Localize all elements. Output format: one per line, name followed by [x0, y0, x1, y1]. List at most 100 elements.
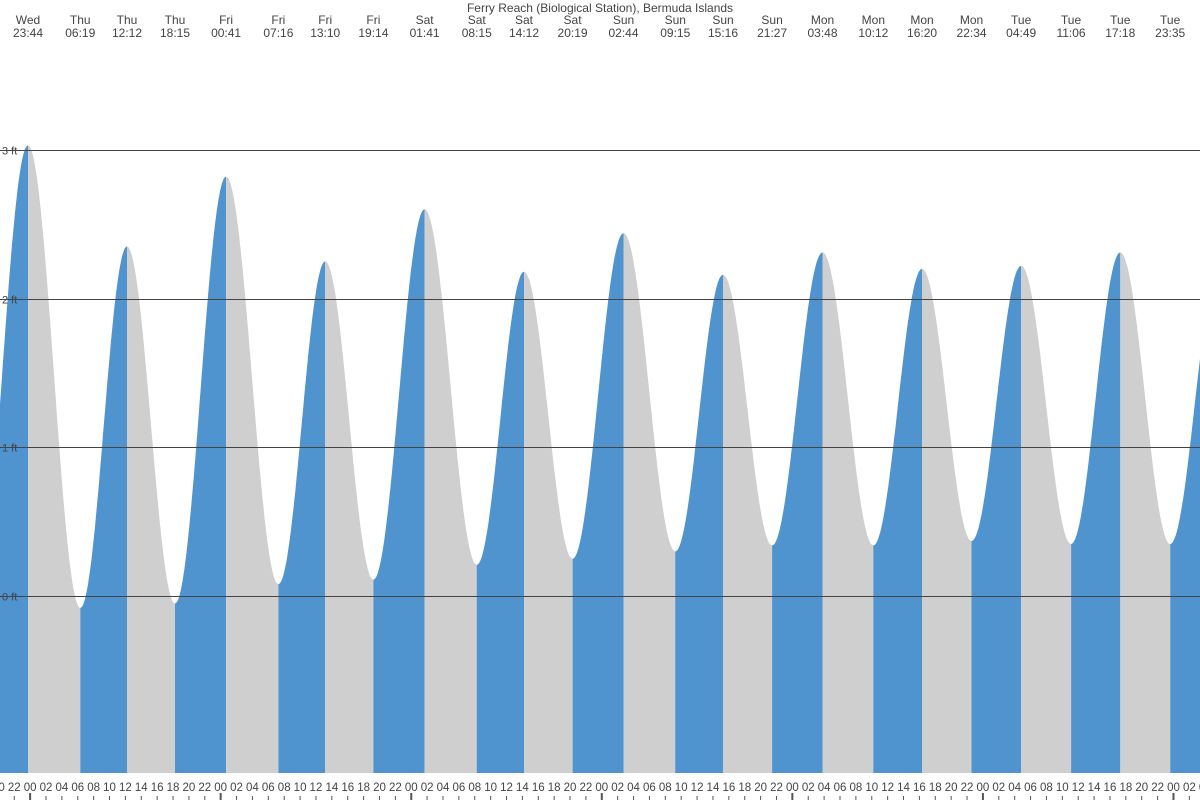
hour-label: 14: [897, 782, 910, 794]
hour-label: 00: [977, 782, 990, 794]
hour-label: 16: [1104, 782, 1117, 794]
hour-label: 02: [611, 782, 624, 794]
hour-label: 04: [246, 782, 259, 794]
rising-tide-fill: [476, 271, 524, 773]
hour-label: 14: [135, 782, 148, 794]
tide-event-labels: Wed23:44Thu06:19Thu12:12Thu18:15Fri00:41…: [13, 13, 1186, 40]
hour-label: 22: [8, 782, 21, 794]
event-day-label: Thu: [70, 13, 91, 27]
hour-label: 10: [294, 782, 307, 794]
falling-tide-fill: [1021, 265, 1072, 773]
hour-label: 18: [167, 782, 180, 794]
hour-label: 06: [262, 782, 275, 794]
hour-label: 20: [0, 782, 5, 794]
hour-label: 08: [659, 782, 672, 794]
event-day-label: Thu: [117, 13, 138, 27]
event-time-label: 16:20: [907, 26, 937, 40]
y-gridlines: 0 ft 1 ft 2 ft 3 ft: [0, 146, 1200, 604]
hour-label: 10: [865, 782, 878, 794]
hour-label: 16: [722, 782, 735, 794]
hour-label: 20: [1135, 782, 1148, 794]
hour-label: 04: [627, 782, 640, 794]
hour-label: 00: [786, 782, 799, 794]
hour-label: 00: [214, 782, 227, 794]
falling-tide-fill: [424, 209, 477, 773]
event-day-label: Fri: [318, 13, 332, 27]
hour-label: 16: [913, 782, 926, 794]
hour-label: 08: [87, 782, 100, 794]
y-tick-label: 0 ft: [2, 592, 17, 604]
hour-label: 02: [230, 782, 243, 794]
falling-tide-fill: [623, 233, 676, 773]
event-time-label: 04:49: [1006, 26, 1036, 40]
event-time-label: 12:12: [112, 26, 142, 40]
event-time-label: 07:16: [263, 26, 293, 40]
hour-label: 08: [278, 782, 291, 794]
event-time-label: 08:15: [462, 26, 492, 40]
event-time-label: 11:06: [1056, 26, 1085, 40]
hour-label: 10: [484, 782, 497, 794]
hour-label: 00: [405, 782, 418, 794]
event-time-label: 17:18: [1105, 26, 1135, 40]
hour-label: 18: [1119, 782, 1132, 794]
hour-label: 18: [548, 782, 561, 794]
event-day-label: Wed: [16, 13, 40, 27]
event-time-label: 23:44: [13, 26, 43, 40]
hour-label: 20: [945, 782, 958, 794]
event-time-label: 03:48: [808, 26, 838, 40]
hour-label: 10: [103, 782, 116, 794]
hour-label: 22: [770, 782, 783, 794]
event-time-label: 22:34: [957, 26, 987, 40]
event-day-label: Sun: [761, 13, 782, 27]
falling-tide-fill: [524, 271, 573, 773]
event-day-label: Mon: [960, 13, 983, 27]
hour-label: 04: [1199, 782, 1200, 794]
rising-tide-fill: [1170, 358, 1200, 773]
event-time-label: 19:14: [358, 26, 388, 40]
hour-label: 22: [389, 782, 402, 794]
rising-tide-fill: [175, 176, 227, 773]
y-tick-label: 2 ft: [2, 295, 17, 307]
event-day-label: Sat: [416, 13, 435, 27]
event-day-label: Tue: [1160, 13, 1181, 27]
hour-label: 00: [595, 782, 608, 794]
falling-tide-fill: [226, 176, 279, 773]
hour-label: 02: [421, 782, 434, 794]
event-day-label: Fri: [271, 13, 285, 27]
event-time-label: 15:16: [708, 26, 738, 40]
event-day-label: Thu: [165, 13, 186, 27]
event-time-label: 13:10: [310, 26, 340, 40]
hour-label: 12: [881, 782, 894, 794]
hour-label: 14: [516, 782, 529, 794]
hour-label: 08: [849, 782, 862, 794]
event-time-label: 00:41: [211, 26, 241, 40]
event-time-label: 02:44: [608, 26, 638, 40]
hour-label: 04: [1008, 782, 1021, 794]
hour-label: 04: [55, 782, 68, 794]
event-day-label: Sat: [468, 13, 487, 27]
tide-curve-fills: [0, 145, 1200, 774]
hour-label: 06: [71, 782, 84, 794]
hour-label: 02: [40, 782, 53, 794]
chart-title: Ferry Reach (Biological Station), Bermud…: [467, 1, 733, 15]
hour-label: 10: [675, 782, 688, 794]
event-day-label: Sun: [613, 13, 634, 27]
hour-label: 20: [373, 782, 386, 794]
event-day-label: Tue: [1061, 13, 1082, 27]
hour-label: 02: [802, 782, 815, 794]
hour-label: 14: [1088, 782, 1101, 794]
event-time-label: 10:12: [858, 26, 888, 40]
event-time-label: 09:15: [660, 26, 690, 40]
hour-label: 22: [198, 782, 211, 794]
hour-label: 10: [1056, 782, 1069, 794]
hour-label: 02: [992, 782, 1005, 794]
rising-tide-fill: [80, 246, 127, 774]
hour-label: 22: [961, 782, 974, 794]
rising-tide-fill: [1071, 252, 1121, 773]
hour-label: 06: [1024, 782, 1037, 794]
hour-label: 12: [500, 782, 513, 794]
falling-tide-fill: [822, 252, 874, 773]
falling-tide-fill: [127, 246, 175, 774]
rising-tide-fill: [572, 233, 624, 773]
